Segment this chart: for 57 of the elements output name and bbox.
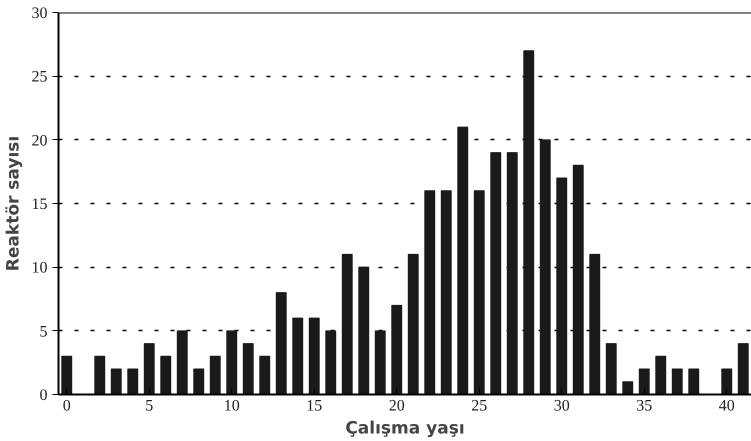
bar (61, 356, 72, 394)
x-tick-label: 25 (471, 398, 488, 414)
bar (638, 368, 650, 394)
bar (572, 164, 584, 394)
bar (440, 190, 452, 394)
bar (226, 330, 238, 394)
bar (606, 343, 617, 394)
y-tick-label: 5 (40, 323, 48, 340)
y-tick-label: 30 (32, 5, 48, 22)
bar (210, 356, 221, 394)
bar (556, 178, 568, 394)
x-tick-label: 5 (145, 398, 154, 414)
bar (490, 152, 502, 394)
y-axis-title: Reaktör sayısı (4, 136, 24, 272)
x-tick-label: 20 (388, 398, 405, 414)
bar (540, 139, 551, 394)
y-tick-label: 0 (40, 387, 48, 404)
bar (242, 343, 254, 394)
y-tick-label: 25 (32, 68, 48, 86)
x-tick-label: 40 (718, 398, 735, 414)
bar (721, 368, 732, 394)
bar (589, 254, 600, 394)
bar (688, 368, 700, 394)
y-tick-label: 10 (32, 260, 48, 277)
bar (523, 50, 534, 394)
bar (655, 356, 666, 394)
bar (94, 356, 106, 394)
x-tick-label: 30 (554, 398, 570, 414)
bar (408, 254, 419, 394)
x-tick-label: 35 (636, 398, 652, 414)
bar (259, 356, 270, 394)
bar (127, 368, 138, 394)
bar (424, 190, 436, 394)
bar (308, 318, 320, 394)
bar (342, 254, 353, 394)
bar (358, 266, 370, 394)
bar (110, 368, 122, 394)
bar (193, 368, 204, 394)
y-tick-label: 20 (32, 132, 48, 150)
x-tick-label: 0 (62, 398, 71, 414)
bar (374, 330, 386, 394)
y-tick-label: 15 (32, 196, 48, 213)
bar (160, 356, 172, 394)
bar (176, 330, 188, 394)
x-tick-label: 15 (306, 398, 322, 414)
bar (292, 318, 304, 394)
bar (457, 126, 468, 394)
bar (325, 330, 336, 394)
bar (391, 304, 402, 394)
bar (144, 343, 155, 394)
x-axis-title: Çalışma yaşı (345, 418, 465, 438)
bar (474, 190, 485, 394)
bar (506, 152, 518, 394)
bar (276, 292, 287, 394)
x-tick-label: 10 (224, 398, 240, 414)
bar (738, 343, 749, 394)
bar (672, 368, 683, 394)
